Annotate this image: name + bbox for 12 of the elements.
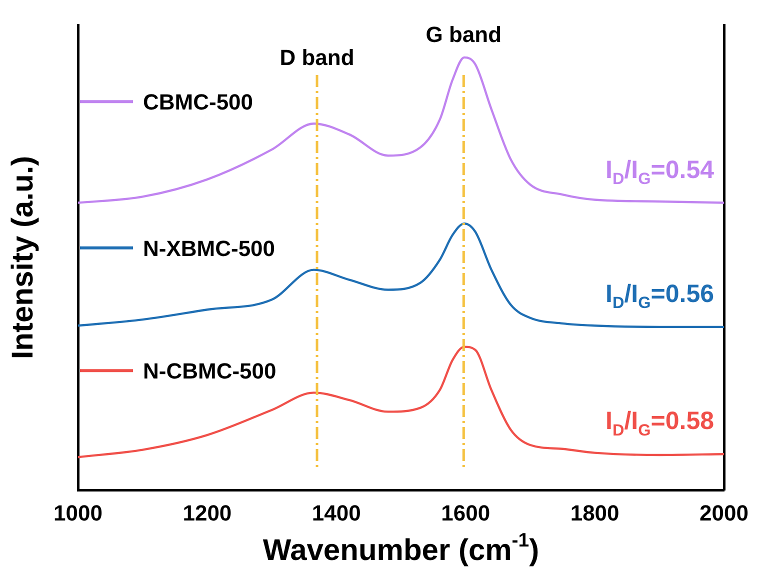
x-tick-label: 1400 [312,500,361,526]
x-tick-label: 2000 [700,500,748,526]
x-tick-label: 1000 [54,500,102,526]
ref-line-label: D band [280,45,354,70]
legend-label: CBMC-500 [143,90,254,115]
x-tick-label: 1200 [182,500,232,526]
y-axis-title: Intensity (a.u.) [6,156,40,360]
legend-label: N-XBMC-500 [143,236,276,261]
ref-line-label: G band [426,22,502,47]
legend-label: N-CBMC-500 [143,358,276,384]
x-tick-label: 1800 [570,500,620,526]
x-tick-label: 1600 [441,500,490,526]
